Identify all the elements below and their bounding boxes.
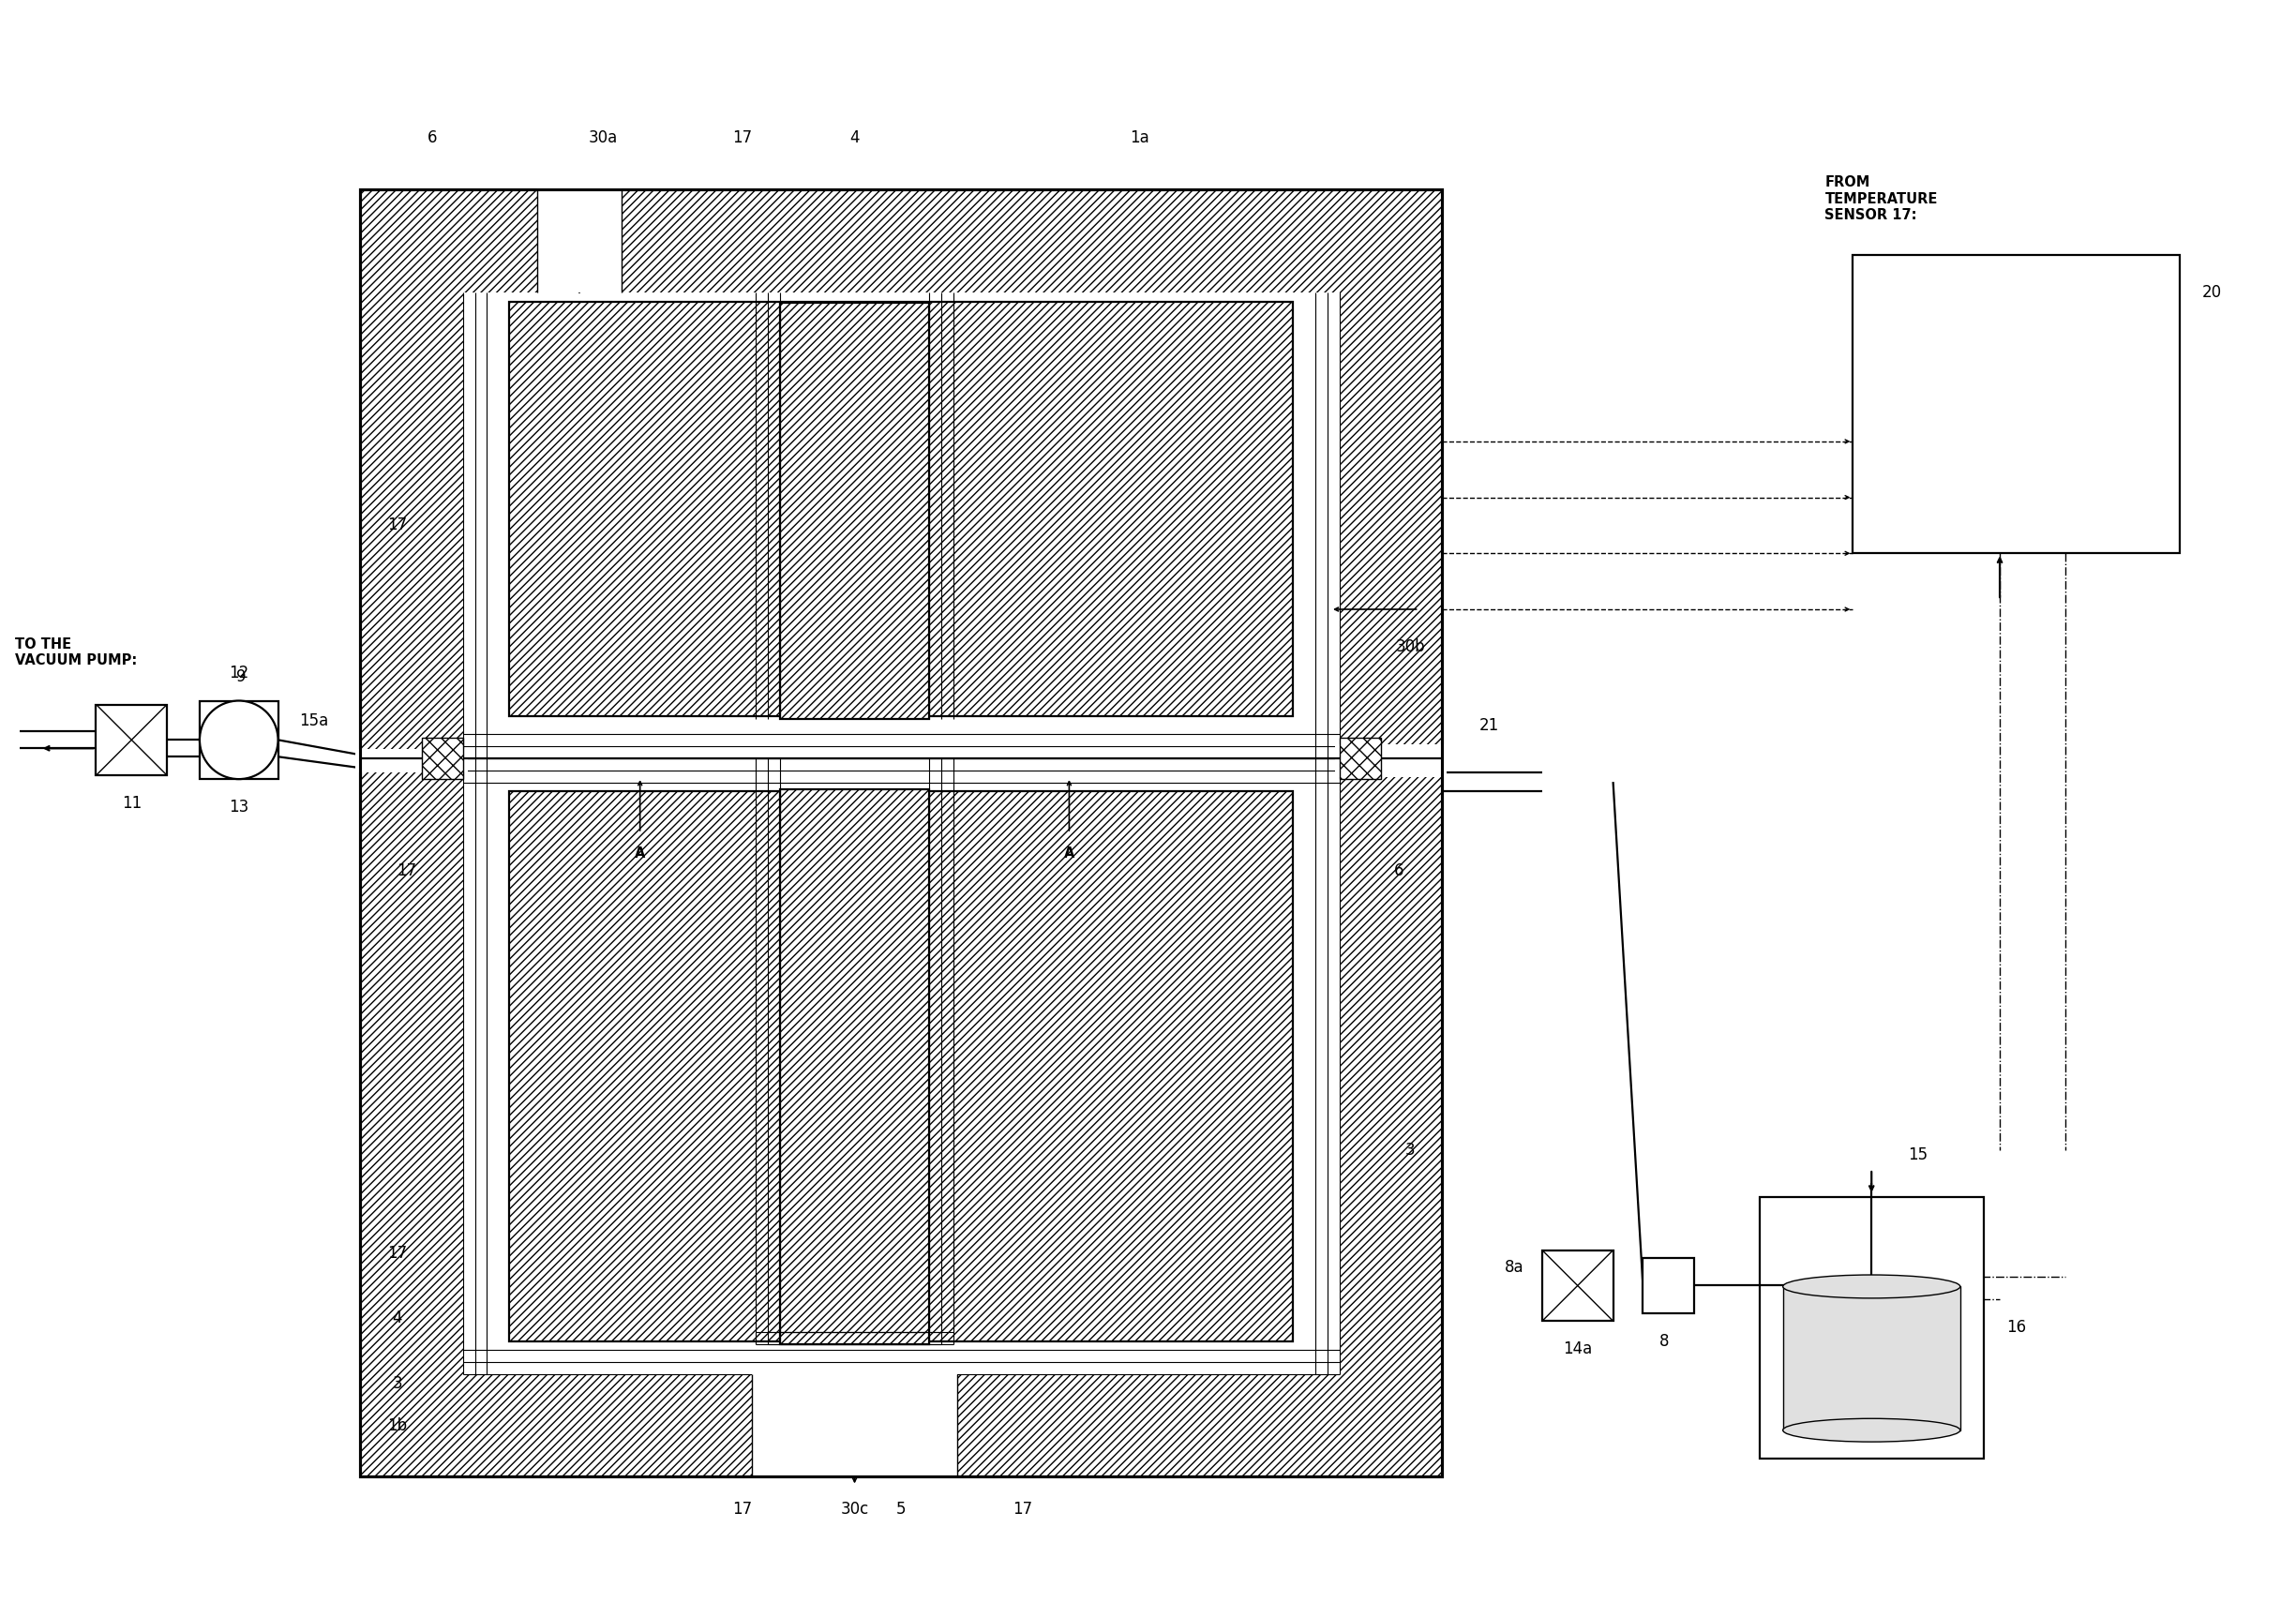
Bar <box>1334 745 1446 777</box>
Text: FROM
TEMPERATURE
SENSOR 17:: FROM TEMPERATURE SENSOR 17: <box>1825 176 1938 223</box>
Bar <box>1759 1197 1984 1458</box>
Bar <box>1543 1250 1614 1322</box>
Text: 14a: 14a <box>1564 1341 1591 1357</box>
Text: 30a: 30a <box>588 130 618 147</box>
Text: 6: 6 <box>1394 862 1403 879</box>
Text: 4: 4 <box>393 1310 402 1326</box>
Bar <box>200 700 278 779</box>
Bar <box>1784 1286 1961 1431</box>
Bar <box>510 301 1293 716</box>
Bar <box>360 189 1442 1477</box>
Text: 17: 17 <box>388 517 406 533</box>
Text: 17: 17 <box>397 862 416 879</box>
Bar <box>464 292 1341 759</box>
Text: 3: 3 <box>393 1375 402 1392</box>
Text: 21: 21 <box>1479 718 1499 734</box>
Bar <box>422 739 464 779</box>
Text: 17: 17 <box>388 1245 406 1261</box>
Text: 6: 6 <box>427 130 436 147</box>
Text: 12: 12 <box>230 665 248 681</box>
Text: 16: 16 <box>2007 1318 2025 1336</box>
Bar <box>781 790 930 1344</box>
Text: 1b: 1b <box>388 1418 406 1434</box>
Text: 17: 17 <box>732 1501 753 1519</box>
Ellipse shape <box>1784 1275 1961 1298</box>
Bar <box>96 705 168 775</box>
Bar <box>510 791 1293 1341</box>
Text: 8: 8 <box>1660 1333 1669 1350</box>
Bar <box>1341 739 1380 779</box>
Bar <box>537 184 622 292</box>
Text: 30b: 30b <box>1396 638 1426 655</box>
Text: 1a: 1a <box>1130 130 1148 147</box>
Bar <box>360 189 1442 1477</box>
Text: 15a: 15a <box>298 713 328 729</box>
Text: 17: 17 <box>1013 1501 1033 1519</box>
Text: 20: 20 <box>2202 284 2223 301</box>
Text: 17: 17 <box>732 130 753 147</box>
Text: A: A <box>634 847 645 860</box>
Text: 15: 15 <box>1908 1147 1929 1163</box>
Text: 30c: 30c <box>840 1501 868 1519</box>
Text: A: A <box>1063 847 1075 860</box>
Ellipse shape <box>1784 1418 1961 1442</box>
Text: 8a: 8a <box>1504 1259 1525 1275</box>
Text: 9: 9 <box>236 668 246 686</box>
Text: 13: 13 <box>230 799 248 815</box>
Text: 11: 11 <box>122 795 142 812</box>
Text: TO THE
VACUUM PUMP:: TO THE VACUUM PUMP: <box>16 638 138 668</box>
Bar <box>464 759 1341 1375</box>
Circle shape <box>200 700 278 779</box>
Bar <box>356 750 468 772</box>
Bar <box>753 1370 957 1477</box>
Text: 3: 3 <box>1405 1142 1414 1158</box>
Bar <box>1853 255 2179 553</box>
Bar <box>781 303 930 719</box>
Bar <box>360 189 1442 1477</box>
Text: 4: 4 <box>850 130 859 147</box>
Bar <box>1644 1258 1694 1314</box>
Text: 5: 5 <box>895 1501 907 1519</box>
